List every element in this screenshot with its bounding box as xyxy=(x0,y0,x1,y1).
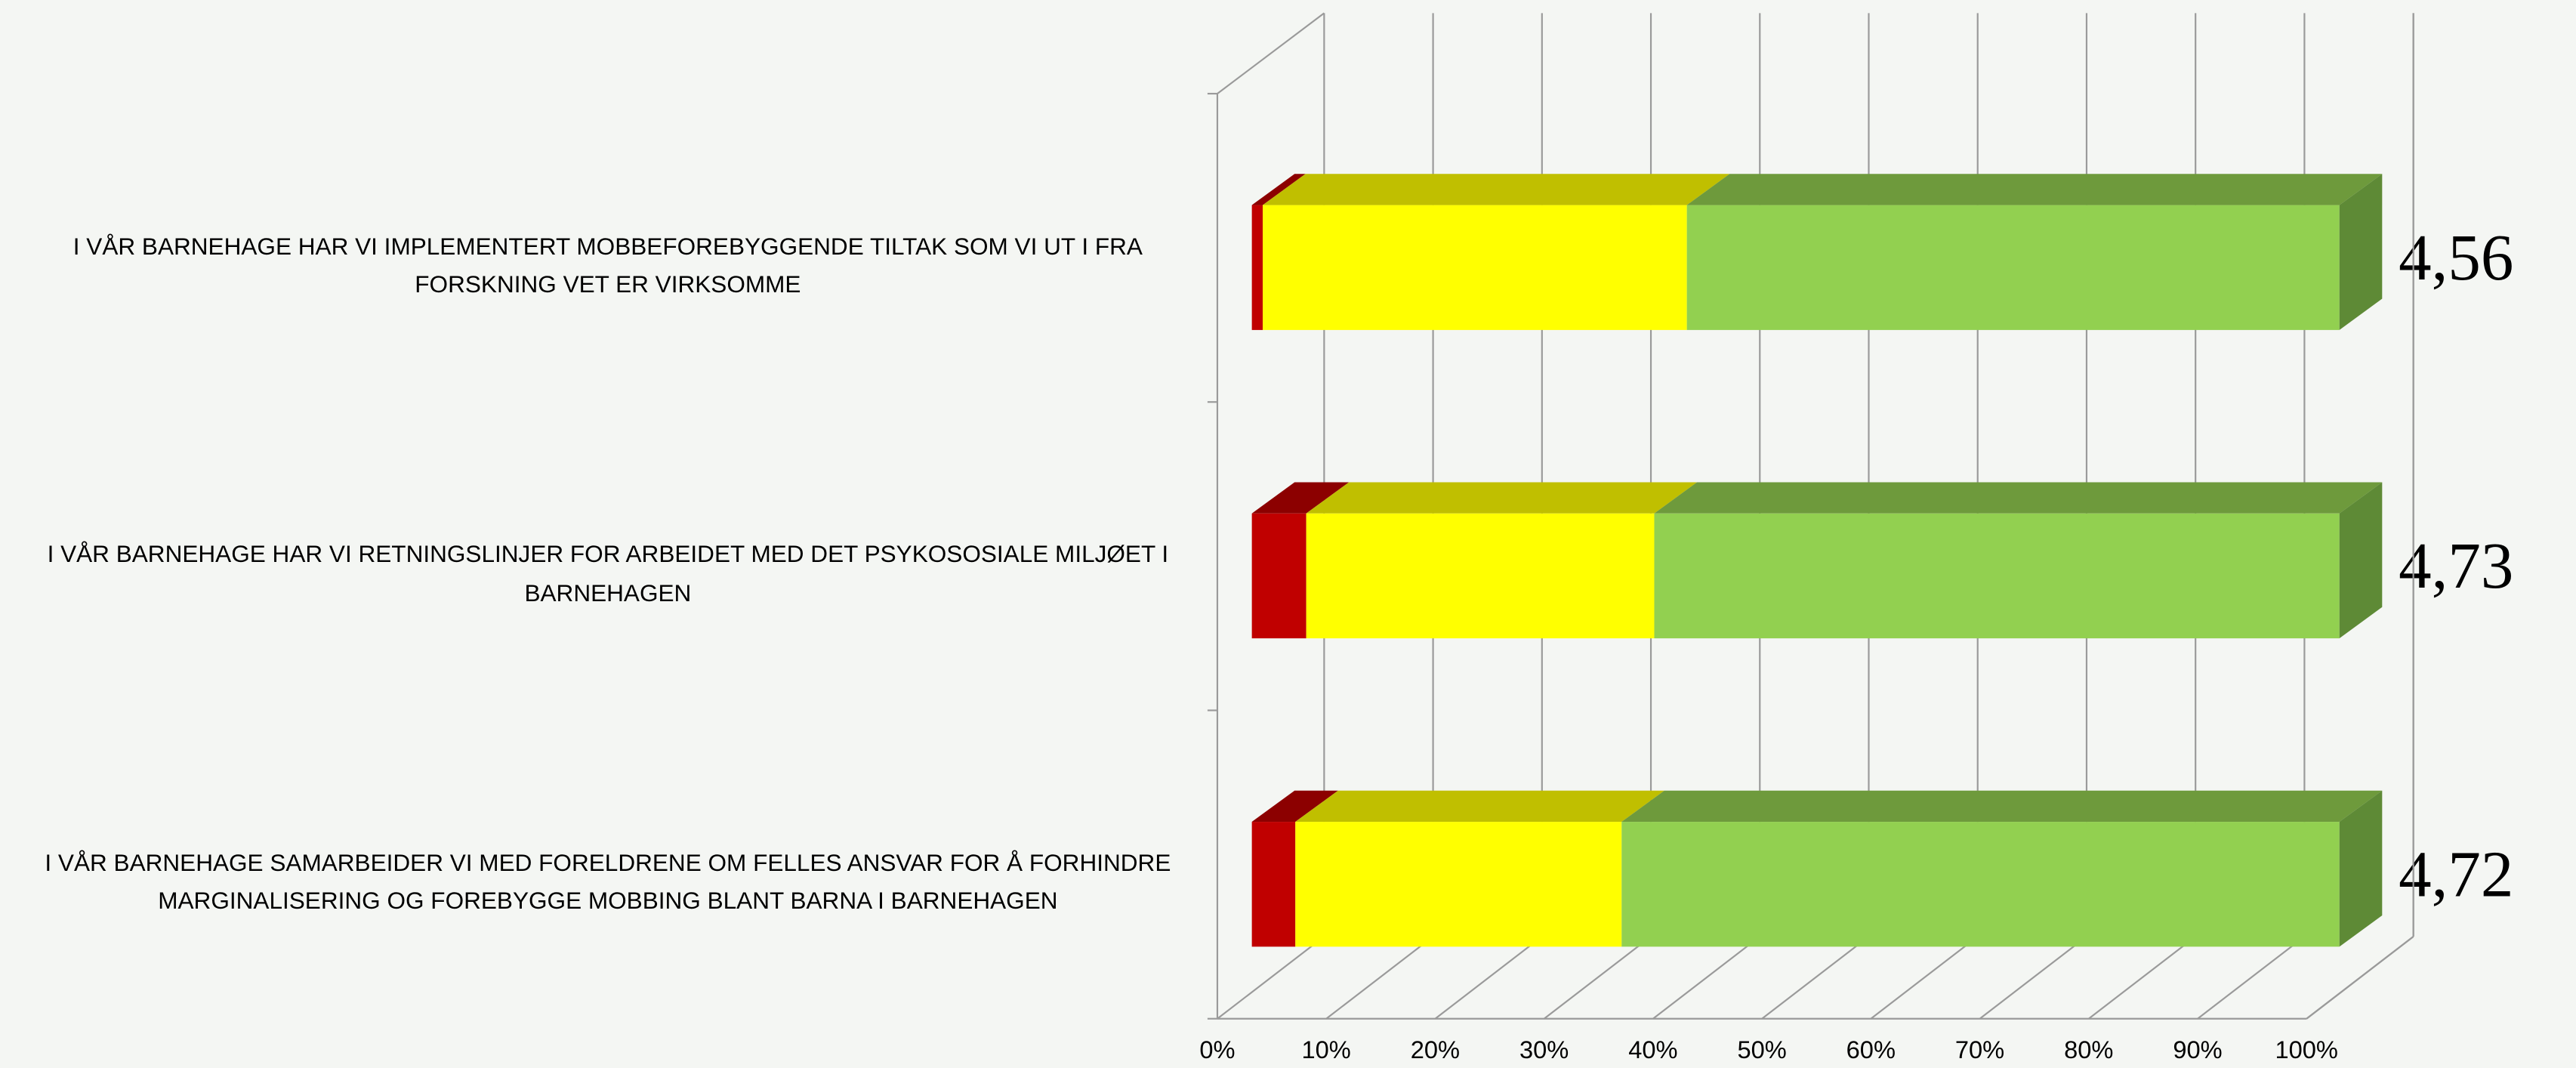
floor-line xyxy=(1652,936,1760,1020)
bar xyxy=(1306,513,1655,639)
bar xyxy=(1686,205,2340,330)
x-tick-label: 70% xyxy=(1955,1036,2004,1063)
floor-line xyxy=(1217,936,1325,1020)
floor-right xyxy=(2306,936,2414,1020)
bar-top xyxy=(1251,174,1306,205)
x-tick-label: 20% xyxy=(1411,1036,1460,1063)
category-label: I VÅR BARNEHAGE SAMARBEIDER VI MED FOREL… xyxy=(45,850,1171,916)
floor-line xyxy=(1325,936,1434,1020)
bar-side xyxy=(2339,482,2383,639)
bar xyxy=(1251,205,1263,330)
category-label: I VÅR BARNEHAGE HAR VI RETNINGSLINJER FO… xyxy=(47,542,1169,607)
floor-line xyxy=(1979,936,2087,1020)
x-tick-label: 90% xyxy=(2173,1036,2222,1063)
bar xyxy=(1621,822,2340,947)
bar-top xyxy=(1295,790,1664,823)
bar-top xyxy=(1251,790,1338,823)
x-tick-label: 0% xyxy=(1199,1036,1235,1063)
bar xyxy=(1654,513,2340,639)
bar-top xyxy=(1621,790,2383,823)
bar-side xyxy=(2339,790,2383,947)
left-wall-top xyxy=(1217,12,1325,94)
score-label: 4,56 xyxy=(2399,221,2513,294)
floor-line xyxy=(1434,936,1543,1020)
score-label: 4,72 xyxy=(2399,837,2513,910)
floor-line xyxy=(2197,936,2306,1020)
bar-group xyxy=(1251,790,2383,947)
floor-line xyxy=(1543,936,1652,1020)
bar-top xyxy=(1686,174,2383,205)
bar xyxy=(1251,822,1296,947)
x-tick-label: 100% xyxy=(2275,1036,2338,1063)
bar-group xyxy=(1251,174,2383,330)
category-label: I VÅR BARNEHAGE HAR VI IMPLEMENTERT MOBB… xyxy=(72,234,1143,299)
x-tick-label: 40% xyxy=(1628,1036,1677,1063)
bar xyxy=(1263,205,1687,330)
bar-top xyxy=(1306,482,1698,514)
bar-group xyxy=(1251,482,2383,639)
floor-line xyxy=(2088,936,2196,1020)
category-label-box: I VÅR BARNEHAGE HAR VI IMPLEMENTERT MOBB… xyxy=(72,234,1143,299)
x-tick-label: 80% xyxy=(2064,1036,2113,1063)
bar xyxy=(1251,513,1307,639)
x-tick-label: 50% xyxy=(1737,1036,1786,1063)
x-tick-label: 30% xyxy=(1519,1036,1569,1063)
score-label: 4,73 xyxy=(2399,529,2513,602)
floor-line xyxy=(1761,936,1870,1020)
bar-side xyxy=(2339,174,2383,330)
bar-top xyxy=(1654,482,2383,514)
x-tick-label: 60% xyxy=(1846,1036,1896,1063)
x-tick-label: 10% xyxy=(1302,1036,1351,1063)
bar xyxy=(1295,822,1622,947)
category-label-box: I VÅR BARNEHAGE SAMARBEIDER VI MED FOREL… xyxy=(45,850,1171,916)
bar-top xyxy=(1251,482,1350,514)
floor-line xyxy=(1870,936,1979,1020)
category-label-box: I VÅR BARNEHAGE HAR VI RETNINGSLINJER FO… xyxy=(47,542,1169,607)
bar-top xyxy=(1263,174,1730,205)
